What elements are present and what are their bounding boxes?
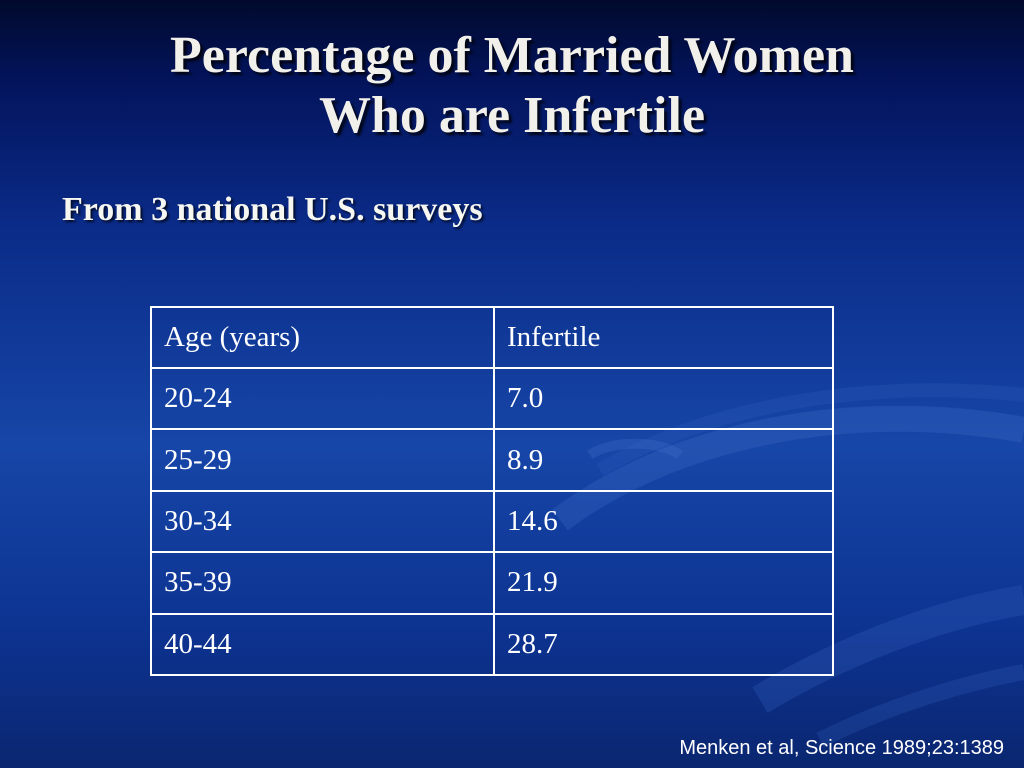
table-row: 40-44 28.7 <box>150 612 834 677</box>
column-header-infertile: Infertile <box>493 306 834 369</box>
cell-infertile: 7.0 <box>493 366 834 431</box>
cell-age: 40-44 <box>150 612 495 677</box>
cell-infertile: 14.6 <box>493 489 834 554</box>
table-row: 30-34 14.6 <box>150 489 834 554</box>
cell-infertile: 8.9 <box>493 428 834 492</box>
table-row: 35-39 21.9 <box>150 551 834 615</box>
slide-title-line-1: Percentage of Married Women <box>170 27 854 84</box>
slide-subtitle: From 3 national U.S. surveys <box>62 191 483 228</box>
table-row: 25-29 8.9 <box>150 428 834 492</box>
citation: Menken et al, Science 1989;23:1389 <box>679 737 1004 759</box>
table-row: 20-24 7.0 <box>150 366 834 431</box>
cell-infertile: 21.9 <box>493 551 834 615</box>
column-header-age: Age (years) <box>150 306 495 369</box>
cell-age: 30-34 <box>150 489 495 554</box>
cell-age: 20-24 <box>150 366 495 431</box>
cell-age: 25-29 <box>150 428 495 492</box>
table-header-row: Age (years) Infertile <box>150 306 834 369</box>
slide-title-line-2: Who are Infertile <box>318 87 706 144</box>
slide-title: Percentage of Married Women Who are Infe… <box>0 26 1024 146</box>
infertility-table: Age (years) Infertile 20-24 7.0 25-29 8.… <box>150 306 834 677</box>
cell-infertile: 28.7 <box>493 612 834 677</box>
cell-age: 35-39 <box>150 551 495 615</box>
